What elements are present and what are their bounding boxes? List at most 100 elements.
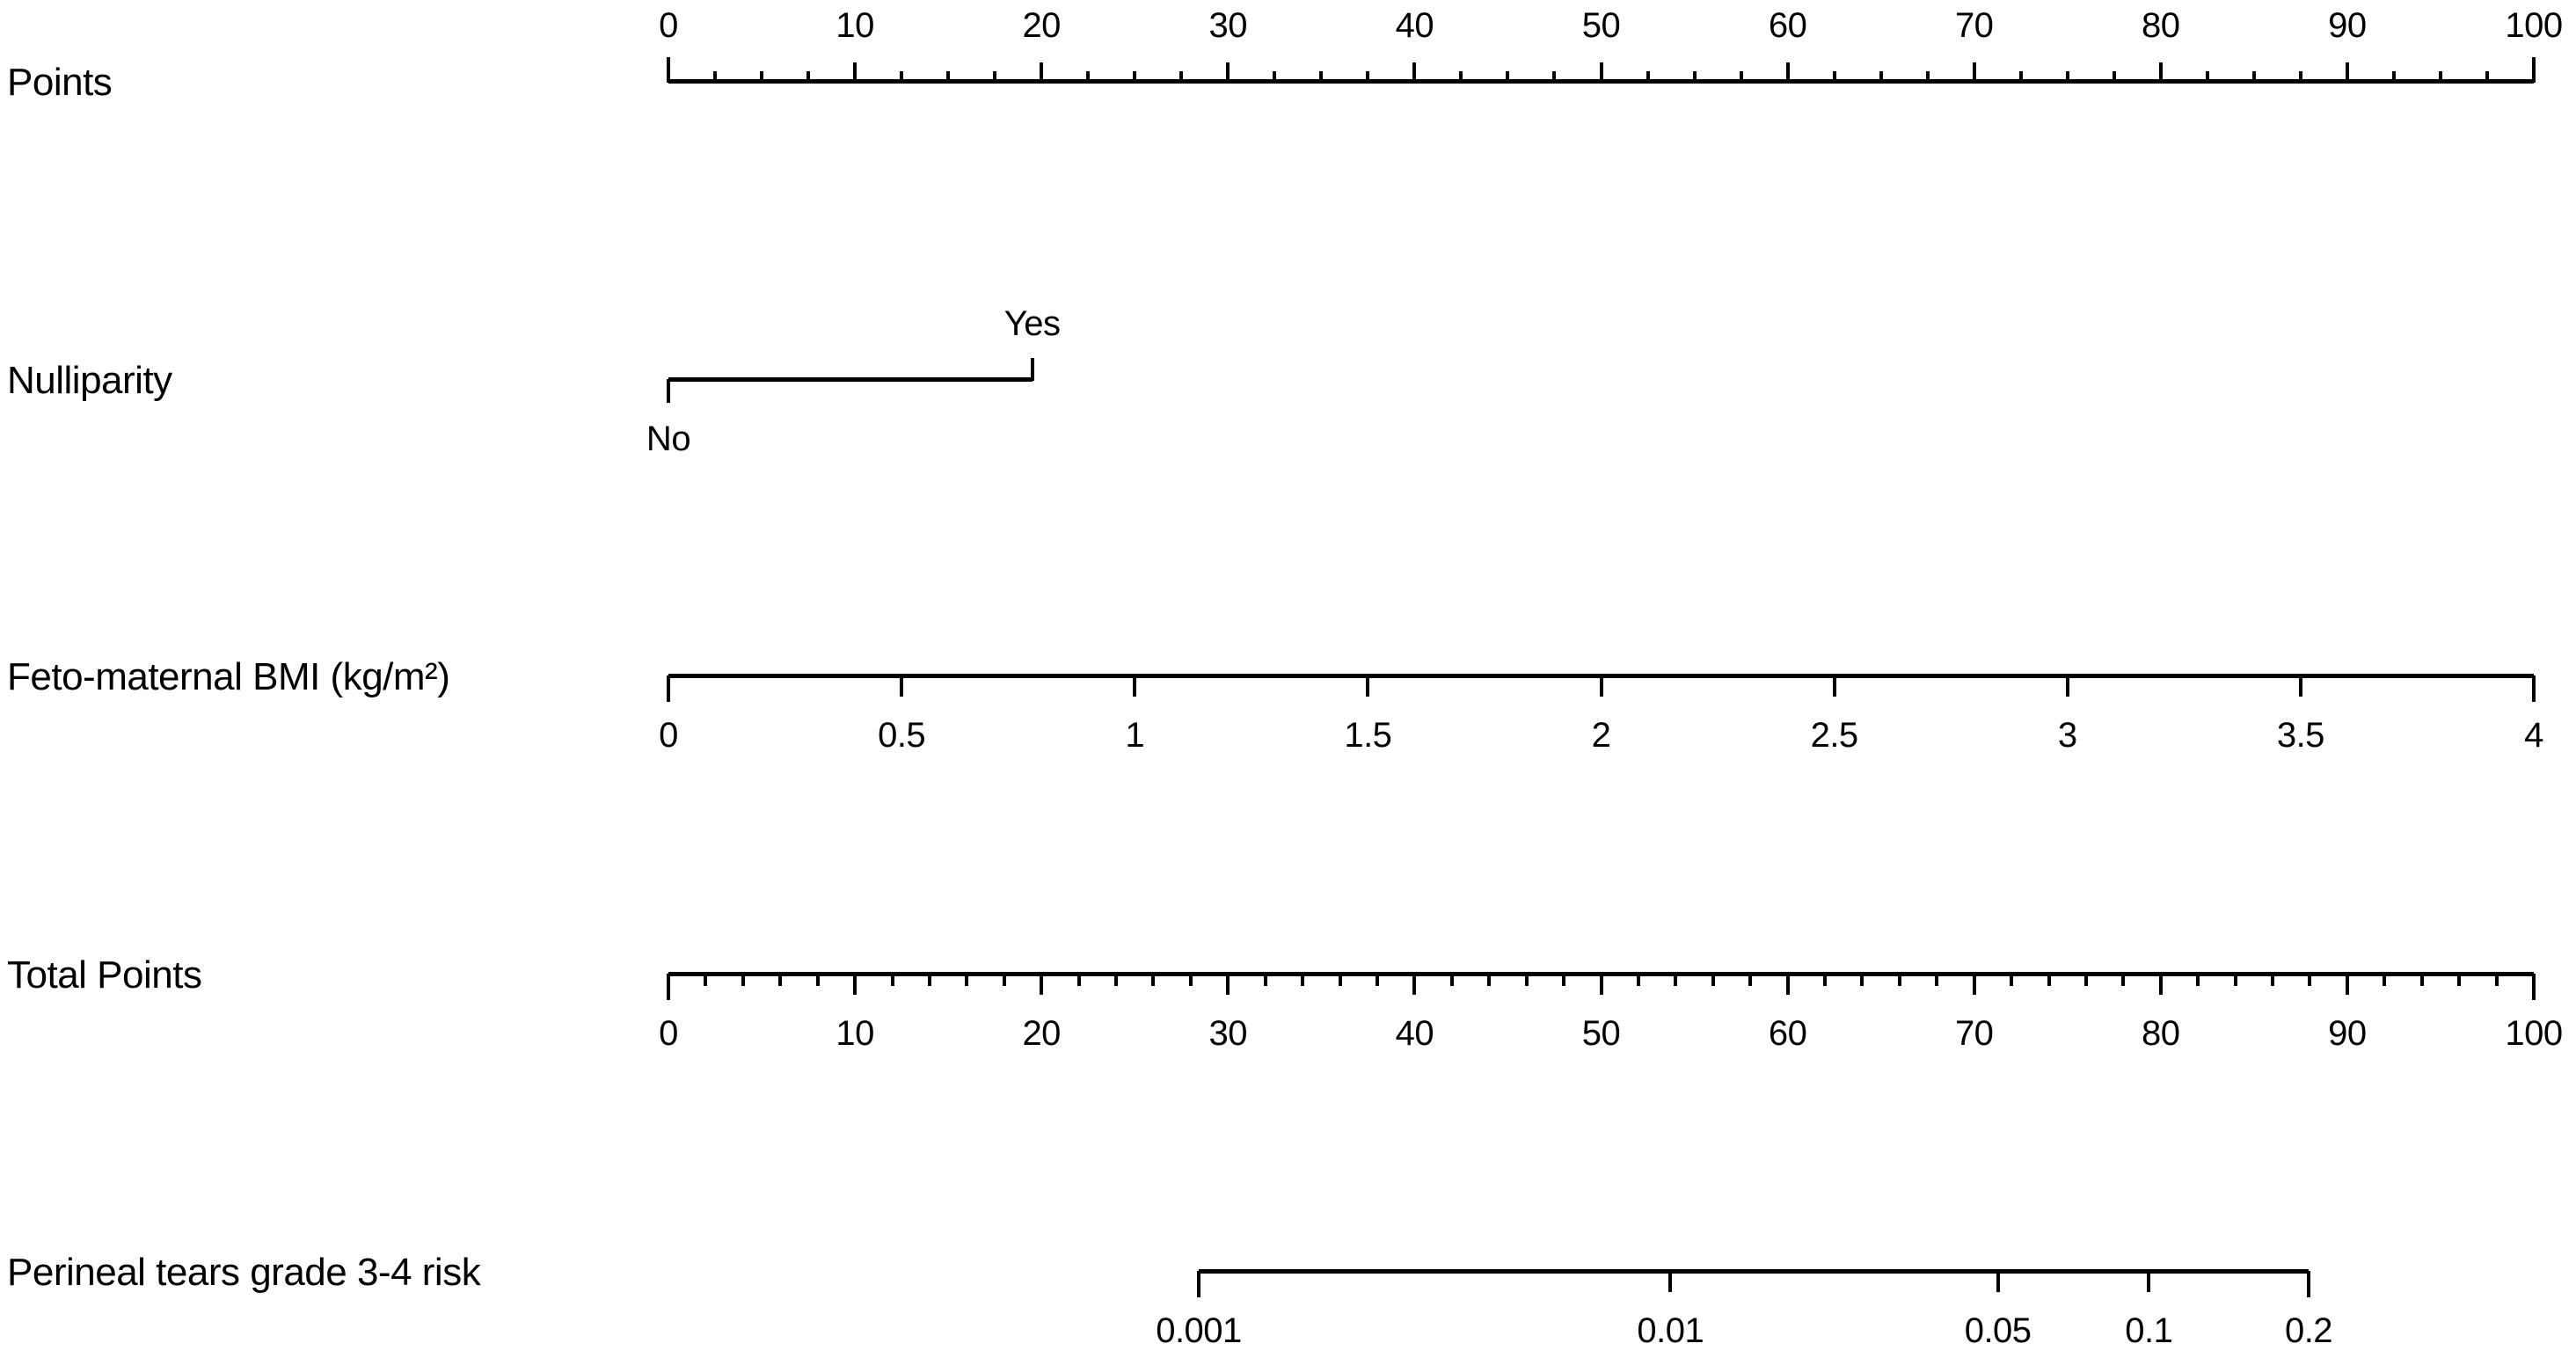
tick-minor [741,974,745,986]
tick-minor [2121,974,2126,986]
tick-major [1785,62,1790,83]
tick-end [2532,675,2536,702]
tick-minor [1524,974,1529,986]
tick-major [1599,62,1603,83]
tick-label: 1.5 [1344,716,1392,755]
tick-major [1226,974,1230,995]
tick-minor [1562,974,1566,986]
tick-minor [1860,974,1864,986]
tick-end [1197,1271,1200,1297]
tick-label: 3.5 [2276,716,2325,755]
tick-minor [1739,71,1743,83]
tick-minor [2298,71,2302,83]
tick-minor [965,974,969,986]
tick-minor [2112,71,2116,83]
tick-minor [1711,974,1715,986]
tick-minor [778,974,783,986]
tick-minor [1823,974,1828,986]
tick-label: 90 [2328,6,2367,45]
tick-minor [2251,71,2256,83]
tick-major [1599,675,1603,697]
tick-minor [1319,71,1324,83]
tick-minor [2065,71,2069,83]
tick-major [853,62,857,83]
tick-minor [890,974,894,986]
tick-minor [1459,71,1463,83]
tick-major [1668,1271,1673,1292]
tick-minor [1879,71,1883,83]
tick-minor [1263,974,1267,986]
tick-label: 1 [1125,716,1145,755]
tick-label: 10 [836,1014,874,1053]
tick-label: 30 [1208,1014,1248,1053]
tick-minor [1646,71,1650,83]
tick-label: 50 [1581,1014,1621,1053]
tick-label: 60 [1768,1014,1807,1053]
tick-major [1226,62,1230,83]
tick-major [1133,675,1137,697]
tick-end [667,379,670,403]
tick-minor [1338,974,1342,986]
tick-minor [1002,974,1006,986]
tick-label: 100 [2505,1014,2563,1053]
tick-end [667,57,670,83]
tick-major [853,974,857,995]
tick-minor [1301,974,1305,986]
tick-label: 0.5 [878,716,926,755]
axis-line [668,377,1033,382]
tick-label: 30 [1208,6,1248,45]
tick-minor [1552,71,1557,83]
tick-end [2307,1271,2310,1297]
tick-minor [1897,974,1901,986]
tick-label: Yes [1003,304,1061,343]
tick-major [1412,974,1417,995]
tick-minor [2485,71,2489,83]
tick-label: 90 [2328,1014,2367,1053]
tick-major [2158,974,2163,995]
tick-minor [1151,974,1156,986]
tick-label: 0.05 [1964,1311,2032,1350]
tick-minor [1188,974,1193,986]
tick-minor [1133,71,1137,83]
tick-minor [2391,71,2396,83]
tick-major [2147,1271,2151,1292]
tick-minor [900,71,904,83]
tick-minor [1076,974,1081,986]
tick-label: 80 [2142,1014,2180,1053]
tick-label: 0 [659,716,678,755]
tick-minor [2457,974,2462,986]
tick-major [2345,62,2349,83]
tick-label: 0.01 [1637,1311,1704,1350]
tick-label: 0.1 [2125,1311,2173,1350]
tick-minor [1692,71,1697,83]
tick-label: 20 [1022,1014,1061,1053]
tick-minor [2494,974,2499,986]
tick-minor [2018,71,2023,83]
tick-minor [1366,71,1370,83]
tick-label: 80 [2142,6,2180,45]
tick-label: 0 [659,6,678,45]
tick-end [1030,358,1034,381]
tick-end [667,974,670,1000]
tick-major [1599,974,1603,995]
tick-minor [1449,974,1454,986]
tick-minor [2047,974,2051,986]
tick-label: 50 [1581,6,1621,45]
tick-minor [946,71,951,83]
tick-label: 3 [2057,716,2077,755]
tick-major [2345,974,2349,995]
axis-title-total-points: Total Points [7,953,202,997]
axis-title-risk: Perineal tears grade 3-4 risk [7,1251,481,1294]
tick-minor [1925,71,1930,83]
tick-minor [1179,71,1184,83]
tick-minor [1674,974,1678,986]
tick-minor [1086,71,1091,83]
tick-minor [2010,974,2014,986]
tick-label: No [646,420,691,458]
axis-line [1199,1269,2309,1274]
axis-title-nulliparity: Nulliparity [7,359,172,402]
tick-major [1832,675,1836,697]
tick-label: 70 [1954,1014,1994,1053]
tick-label: 70 [1954,6,1994,45]
